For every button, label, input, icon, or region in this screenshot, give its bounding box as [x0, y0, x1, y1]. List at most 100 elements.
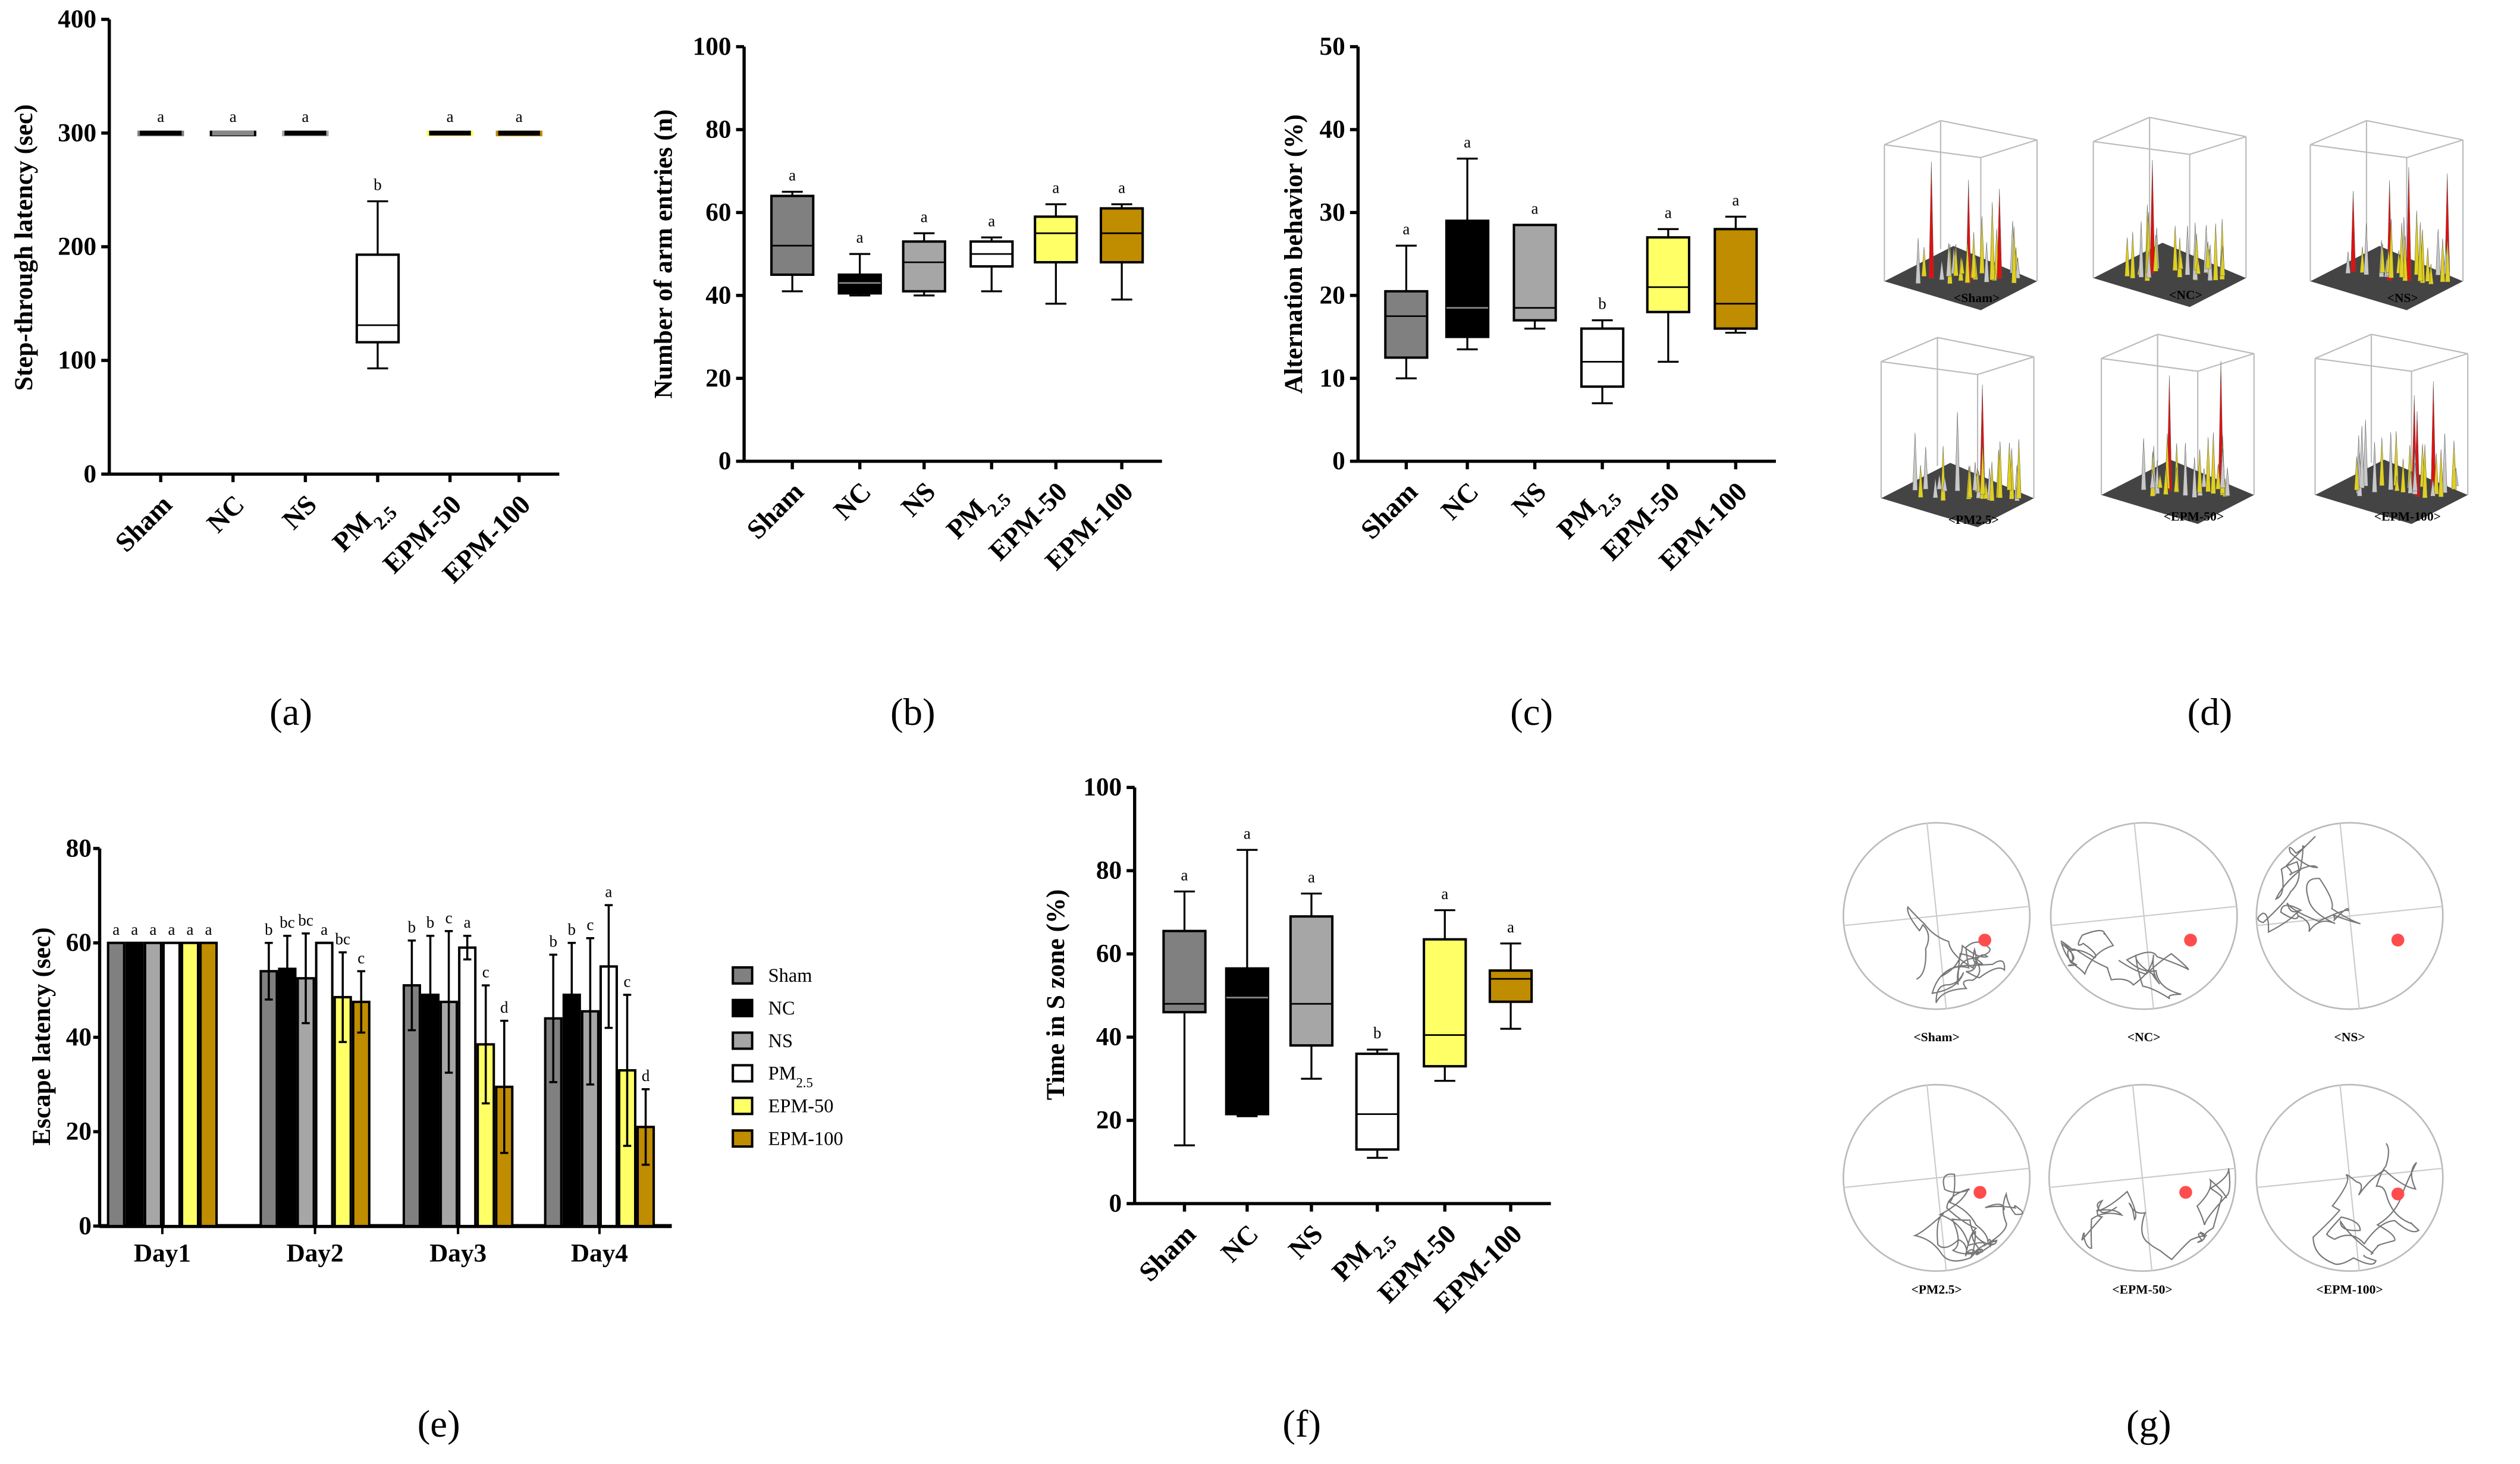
surface-plot: <EPM-50> [2101, 334, 2255, 524]
surface-peak [1921, 247, 1927, 277]
surface-peak [1989, 202, 1995, 281]
swim-maze: <EPM-100> [2255, 1083, 2444, 1296]
bar-PM2.5 [162, 941, 181, 1227]
surface-peak [1959, 257, 1965, 274]
surface-peak [2372, 442, 2377, 493]
box [837, 273, 882, 295]
box-edge [2157, 334, 2255, 354]
plot-label: <NS> [2334, 1030, 2365, 1044]
surface-peak [1972, 461, 1978, 491]
y-tick-label: 20 [1319, 281, 1345, 309]
box-PM2.5: a [969, 212, 1014, 293]
platform-marker [1973, 1186, 1986, 1199]
significance-letter: a [302, 108, 309, 125]
y-tick-label: 60 [1096, 940, 1122, 968]
y-tick-label: 0 [79, 1211, 92, 1240]
surface-peak [2406, 166, 2412, 281]
significance-letter: a [516, 108, 523, 125]
surface-peak [2422, 444, 2428, 498]
label-part: PM [1551, 493, 1603, 545]
surface-peak [1937, 474, 1942, 490]
swim-path [2312, 1143, 2420, 1265]
panel-label: (d) [2188, 691, 2233, 734]
surface-peak [1984, 242, 1989, 282]
surface-peak [2185, 225, 2191, 275]
surface-peak [2205, 241, 2211, 269]
surface-peak [2414, 211, 2419, 275]
chart-f: 0 20 40 60 80 100 Time in S zone (%) Sham a NC a NS… [1041, 773, 1551, 1446]
panel-g: <Sham> <NC> <NS> <PM2.5> <EPM-50> <EPM-100> (g… [1843, 822, 2444, 1446]
significance-letter: c [624, 972, 631, 990]
significance-letter: b [265, 921, 273, 938]
significance-letter: a [1441, 885, 1448, 903]
swim-maze: <NC> [2050, 822, 2238, 1044]
y-tick-label: 60 [705, 198, 731, 227]
surface-peak [1989, 461, 1995, 501]
box-edge [1884, 144, 1981, 159]
surface-floor [1881, 463, 2034, 527]
significance-letter: a [149, 921, 156, 938]
quadrant-line [2132, 1085, 2153, 1271]
box-edge [2101, 357, 2198, 372]
y-tick-label: 0 [84, 460, 97, 488]
surface-peak [2141, 438, 2146, 491]
surface-peak [2438, 449, 2444, 497]
plot-label: <PM2.5> [1948, 513, 1999, 527]
surface-peak [2379, 437, 2385, 486]
surface-peak [2183, 442, 2188, 496]
surface-peak [2359, 426, 2365, 488]
box-PM2.5: b [1580, 295, 1625, 404]
surface-peak [2011, 226, 2017, 284]
box [1225, 967, 1270, 1116]
surface-peak [1997, 189, 2003, 279]
x-tick-label: NC [827, 476, 877, 526]
legend-label: NC [768, 998, 795, 1019]
surface-peak [2213, 223, 2218, 281]
platform-marker [2391, 934, 2405, 947]
significance-letter: a [1532, 199, 1539, 217]
significance-letter: bc [335, 930, 350, 948]
label-part: PM [327, 506, 378, 558]
significance-letter: a [1464, 133, 1471, 151]
bar-NC [278, 967, 297, 1227]
y-tick-label: 200 [58, 232, 96, 260]
box [1384, 290, 1429, 359]
bar-EPM-100 [495, 1085, 514, 1227]
surface-peak [2224, 467, 2230, 497]
box-NC: a [1445, 133, 1490, 351]
panel-label: (a) [269, 691, 312, 734]
box-edge [2310, 144, 2407, 159]
box-edge [1937, 337, 2034, 358]
surface-peak [2149, 469, 2155, 488]
box-PM2.5: b [1355, 1024, 1399, 1159]
chart-a: 0 100 200 300 400 Step-through latency (sec) S… [10, 5, 560, 734]
box-NC: a [837, 228, 882, 297]
platform-marker [2179, 1186, 2192, 1199]
surface-peak [1942, 476, 1948, 492]
plot-label: <Sham> [1954, 291, 2000, 305]
box [355, 253, 400, 344]
swim-path [1912, 1173, 2023, 1262]
surface-plot: <PM2.5> [1880, 337, 2035, 527]
y-tick-label: 60 [66, 928, 92, 957]
surface-peak [1954, 411, 1960, 491]
surface-peak [2435, 229, 2441, 275]
significance-letter: d [642, 1067, 650, 1085]
surface-peak [2157, 473, 2163, 488]
chart-b: 0 20 40 60 80 100 Number of arm entries (n) Sha… [649, 32, 1162, 734]
surface-peak [1964, 239, 1970, 283]
significance-letter: b [426, 913, 435, 931]
box-edge [1881, 361, 1978, 375]
surface-peak [2380, 243, 2386, 273]
y-axis-title: Step-through latency (sec) [10, 104, 38, 391]
box [1512, 224, 1557, 322]
y-tick-label: 0 [1109, 1189, 1122, 1218]
box [1646, 236, 1691, 313]
box-EPM-50: a [426, 108, 473, 137]
significance-letter: bc [280, 913, 295, 931]
significance-letter: c [357, 949, 365, 967]
pool-outline [2255, 1083, 2444, 1272]
significance-letter: b [568, 921, 576, 938]
box-edge [2315, 334, 2372, 359]
surface-peak [2195, 257, 2201, 274]
